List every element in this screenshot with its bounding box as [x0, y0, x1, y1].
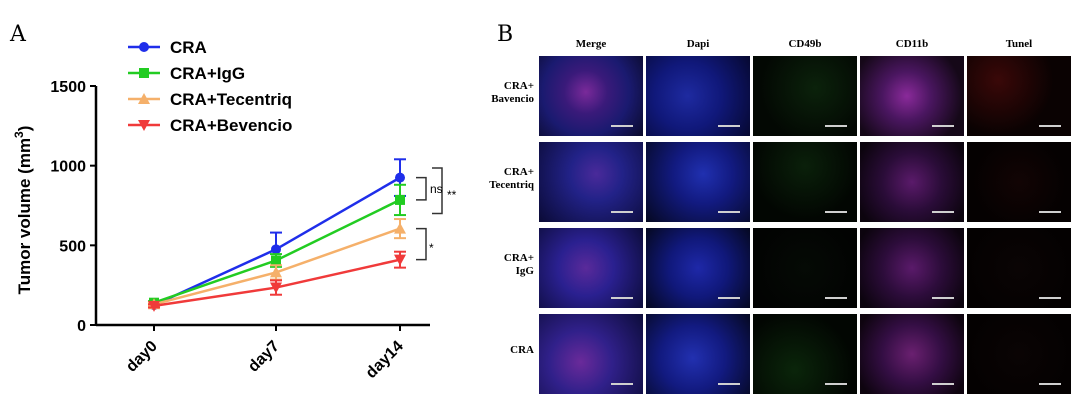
y-tick-label: 0 [77, 318, 86, 335]
scale-bar [932, 211, 954, 213]
legend-label-cra-bevencio: CRA+Bevencio [170, 116, 292, 135]
scale-bar [932, 383, 954, 385]
micrograph-tile [753, 142, 857, 222]
scale-bar [611, 125, 633, 127]
row-label: CRA+ Tecentriq [474, 166, 534, 192]
scale-bar [611, 297, 633, 299]
data-point-cra [395, 172, 405, 183]
scale-bar [718, 297, 740, 299]
bracket-double-star [432, 167, 443, 215]
column-header-tunel: Tunel [1005, 38, 1033, 50]
legend-marker-cra-igg [139, 68, 149, 78]
y-axis-label: Tumor volume (mm3) [12, 126, 34, 295]
x-tick-label: day14 [363, 338, 407, 382]
micrograph-tile [860, 228, 964, 308]
micrograph-tile [967, 56, 1071, 136]
data-point-cra-igg [395, 194, 405, 205]
data-point-cra-bevencio [270, 282, 282, 294]
scale-bar [611, 383, 633, 385]
scale-bar [825, 297, 847, 299]
scale-bar [718, 125, 740, 127]
panel-a-letter: A [10, 22, 26, 47]
row-label-line2: IgG [515, 265, 534, 277]
row-label-line1: CRA+ [503, 80, 534, 92]
legend-label-cra-igg: CRA+IgG [170, 64, 245, 83]
micrograph-tile [860, 142, 964, 222]
scale-bar [1039, 125, 1061, 127]
row-label: CRA+ Bavencio [474, 80, 534, 106]
tumor-volume-chart: 0 500 1000 1500 day0 day7 day14 Tumor volume (m… [12, 38, 457, 382]
significance-ns: ns [430, 182, 443, 196]
legend-marker-cra [139, 42, 149, 52]
micrograph-tile [539, 228, 643, 308]
data-point-cra-bevencio [148, 300, 160, 312]
micrograph-tile [539, 56, 643, 136]
micrograph-tile [646, 314, 750, 394]
scale-bar [718, 383, 740, 385]
micrograph-tile [860, 56, 964, 136]
scale-bar [1039, 297, 1061, 299]
micrograph-tile [967, 142, 1071, 222]
scale-bar [825, 125, 847, 127]
legend-label-cra-tecentriq: CRA+Tecentriq [170, 90, 292, 109]
data-point-cra-tecentriq [270, 266, 282, 278]
data-point-cra-bevencio [394, 254, 406, 266]
scale-bar [611, 211, 633, 213]
scale-bar [825, 383, 847, 385]
row-label: CRA [474, 344, 534, 357]
scale-bar [1039, 211, 1061, 213]
micrograph-tile [646, 142, 750, 222]
x-tick-label: day7 [245, 338, 283, 376]
micrograph-tile [539, 314, 643, 394]
micrograph-tile [967, 228, 1071, 308]
bracket-single-star [416, 227, 427, 261]
micrograph-tile [753, 56, 857, 136]
column-header-dapi: Dapi [686, 38, 710, 50]
y-tick-label: 500 [59, 238, 86, 255]
significance-single-star: * [429, 241, 434, 255]
bracket-ns [416, 176, 427, 201]
scale-bar [718, 211, 740, 213]
y-tick-label: 1000 [50, 159, 86, 176]
micrograph-tile [539, 142, 643, 222]
legend-marker-cra-tecentriq [138, 93, 150, 104]
micrograph-tile [646, 56, 750, 136]
y-tick-label: 1500 [50, 79, 86, 96]
panel-b-letter: B [497, 22, 514, 47]
data-point-cra [271, 244, 281, 255]
row-label-line1: CRA+ [503, 166, 534, 178]
micrograph-tile [860, 314, 964, 394]
data-point-cra-igg [271, 255, 281, 266]
legend-label-cra: CRA [170, 38, 207, 57]
column-header-cd49b: CD49b [788, 38, 822, 50]
micrograph-tile [753, 314, 857, 394]
row-label-line1: CRA+ [503, 252, 534, 264]
micrograph-tile [967, 314, 1071, 394]
column-header-cd11b: CD11b [895, 38, 929, 50]
scale-bar [932, 297, 954, 299]
row-label-line1: CRA [510, 344, 534, 356]
scale-bar [1039, 383, 1061, 385]
row-label-line2: Bavencio [491, 93, 534, 105]
micrograph-tile [753, 228, 857, 308]
scale-bar [825, 211, 847, 213]
immunofluorescence-grid: Merge Dapi CD49b CD11b Tunel CRA+ Bavencio CRA+… [480, 30, 1080, 409]
column-header-merge: Merge [575, 38, 607, 50]
row-label: CRA+ IgG [474, 252, 534, 278]
data-point-cra-tecentriq [394, 222, 406, 234]
significance-double-star: ** [447, 188, 457, 202]
scale-bar [932, 125, 954, 127]
legend-marker-cra-bevencio [138, 120, 150, 131]
micrograph-tile [646, 228, 750, 308]
row-label-line2: Tecentriq [489, 179, 534, 191]
x-tick-label: day0 [123, 338, 161, 376]
